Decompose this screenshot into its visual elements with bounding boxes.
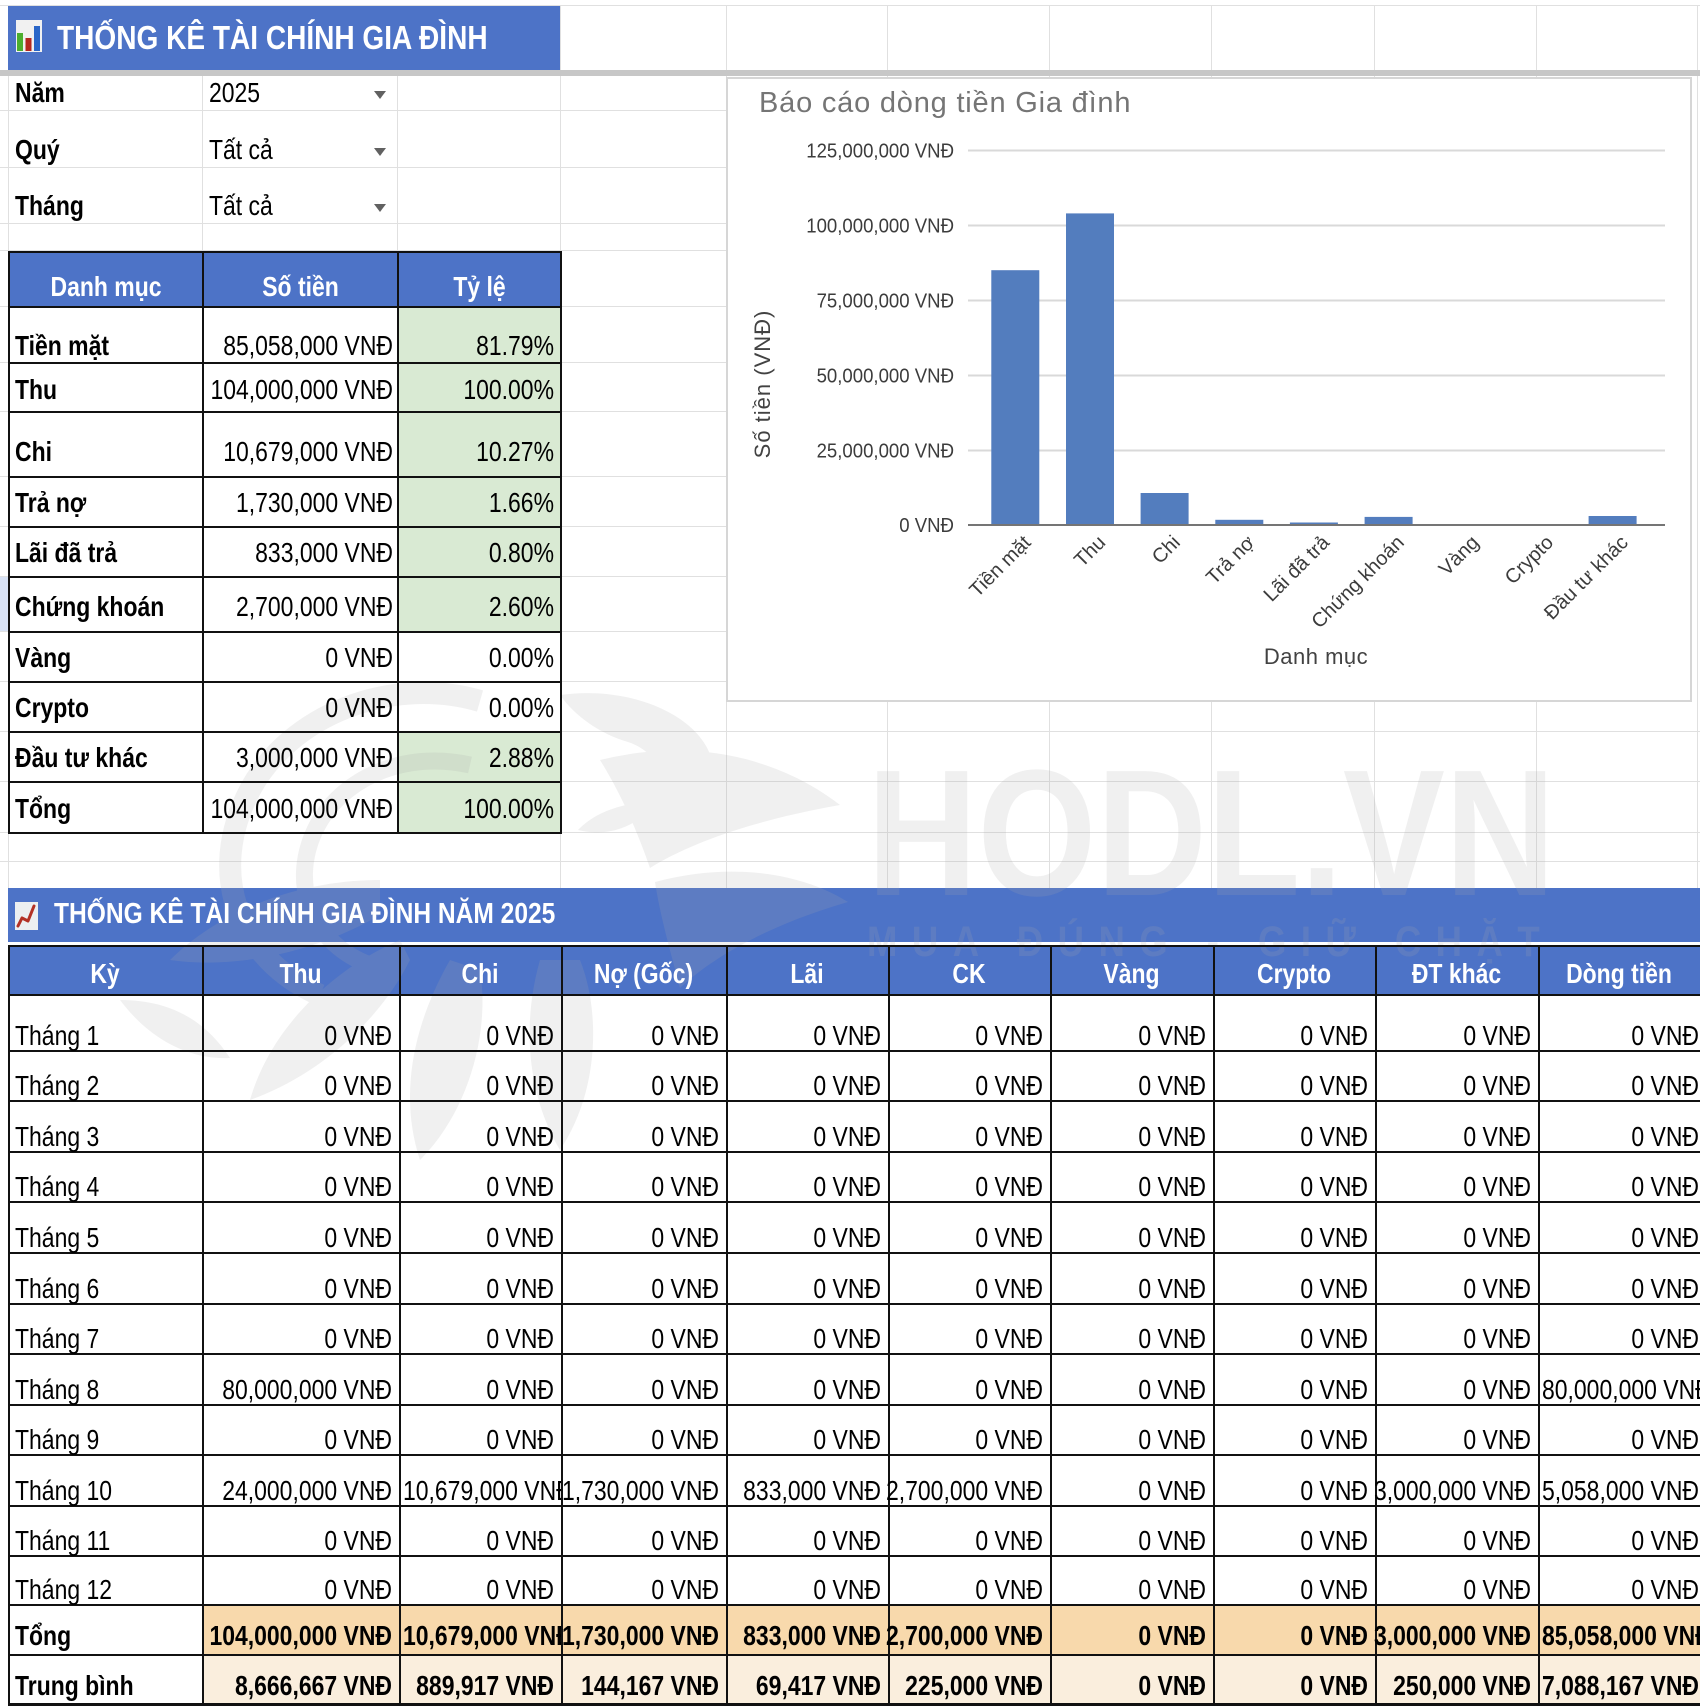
svg-text:MUA ĐÚNG - GIỮ CHẶT: MUA ĐÚNG - GIỮ CHẶT xyxy=(867,916,1554,966)
svg-text:Báo cáo dòng tiền Gia đình: Báo cáo dòng tiền Gia đình xyxy=(759,87,1131,119)
svg-text:125,000,000 VNĐ: 125,000,000 VNĐ xyxy=(806,141,954,163)
svg-text:100,000,000 VNĐ: 100,000,000 VNĐ xyxy=(806,216,954,238)
svg-text:50,000,000 VNĐ: 50,000,000 VNĐ xyxy=(817,366,954,388)
svg-text:Danh mục: Danh mục xyxy=(1264,644,1368,669)
svg-text:0 VNĐ: 0 VNĐ xyxy=(899,515,954,537)
svg-text:HODL.VN: HODL.VN xyxy=(867,733,1555,933)
svg-text:75,000,000 VNĐ: 75,000,000 VNĐ xyxy=(817,291,954,313)
svg-text:Số tiền (VNĐ): Số tiền (VNĐ) xyxy=(750,310,775,459)
svg-text:25,000,000 VNĐ: 25,000,000 VNĐ xyxy=(817,441,954,463)
